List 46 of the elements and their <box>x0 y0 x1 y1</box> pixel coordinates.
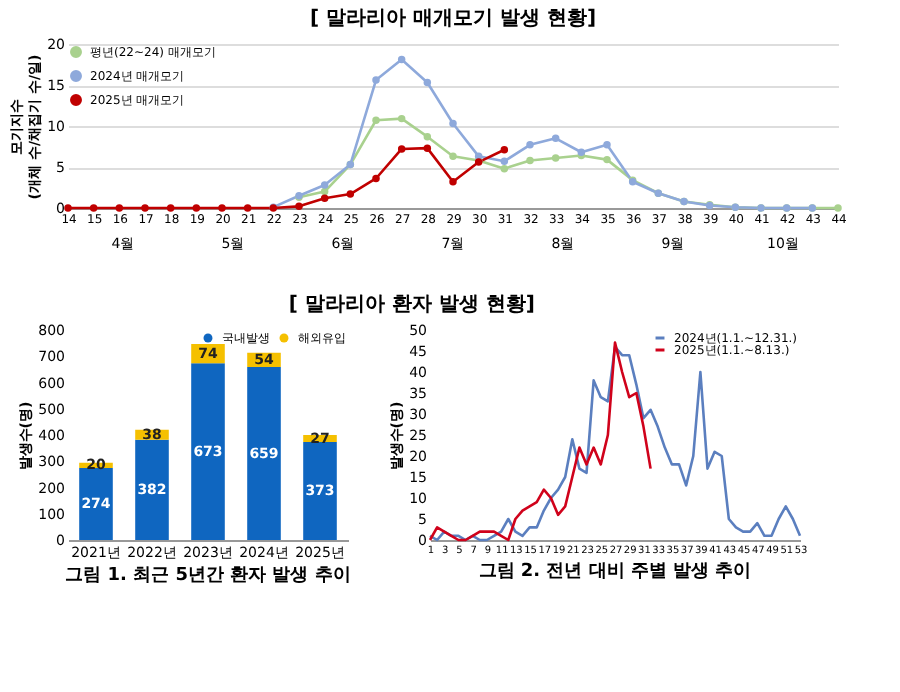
point <box>603 155 611 164</box>
caption: 그림 1. 최근 5년간 환자 발생 추이 <box>65 566 351 586</box>
point <box>166 204 175 212</box>
bar <box>135 439 169 540</box>
point <box>397 114 406 123</box>
point <box>295 202 303 211</box>
point <box>372 174 380 183</box>
point <box>89 204 98 212</box>
point <box>526 141 534 149</box>
point <box>141 204 149 212</box>
point <box>320 194 329 202</box>
caption: 그림 2. 전년 대비 주별 발생 추이 <box>478 562 752 582</box>
point <box>834 204 842 212</box>
point <box>115 204 124 212</box>
line-series <box>428 341 652 542</box>
point <box>500 164 509 173</box>
bar <box>191 363 225 540</box>
point <box>551 154 560 162</box>
point <box>423 78 432 87</box>
line-series <box>428 345 802 542</box>
point <box>551 134 560 143</box>
point <box>526 156 534 165</box>
point <box>423 144 432 152</box>
point <box>346 190 355 198</box>
point <box>320 187 329 196</box>
point <box>192 204 201 212</box>
point <box>243 204 252 212</box>
point <box>449 119 457 128</box>
bar <box>247 367 281 540</box>
point <box>397 55 406 64</box>
point <box>603 141 611 149</box>
point <box>372 116 380 124</box>
point <box>500 146 509 154</box>
point <box>449 178 457 186</box>
bar <box>79 468 113 540</box>
text: [ 말라리아 환자 발생 현황] <box>288 294 535 316</box>
point <box>423 132 432 141</box>
point <box>320 181 329 189</box>
point <box>449 152 457 161</box>
point <box>218 204 226 212</box>
bar <box>303 442 337 540</box>
point <box>397 145 406 153</box>
point <box>372 76 380 84</box>
chart-title: [ 말라리아 매개모기 발생 현황] <box>309 8 597 30</box>
point <box>500 157 509 165</box>
point <box>64 204 72 212</box>
